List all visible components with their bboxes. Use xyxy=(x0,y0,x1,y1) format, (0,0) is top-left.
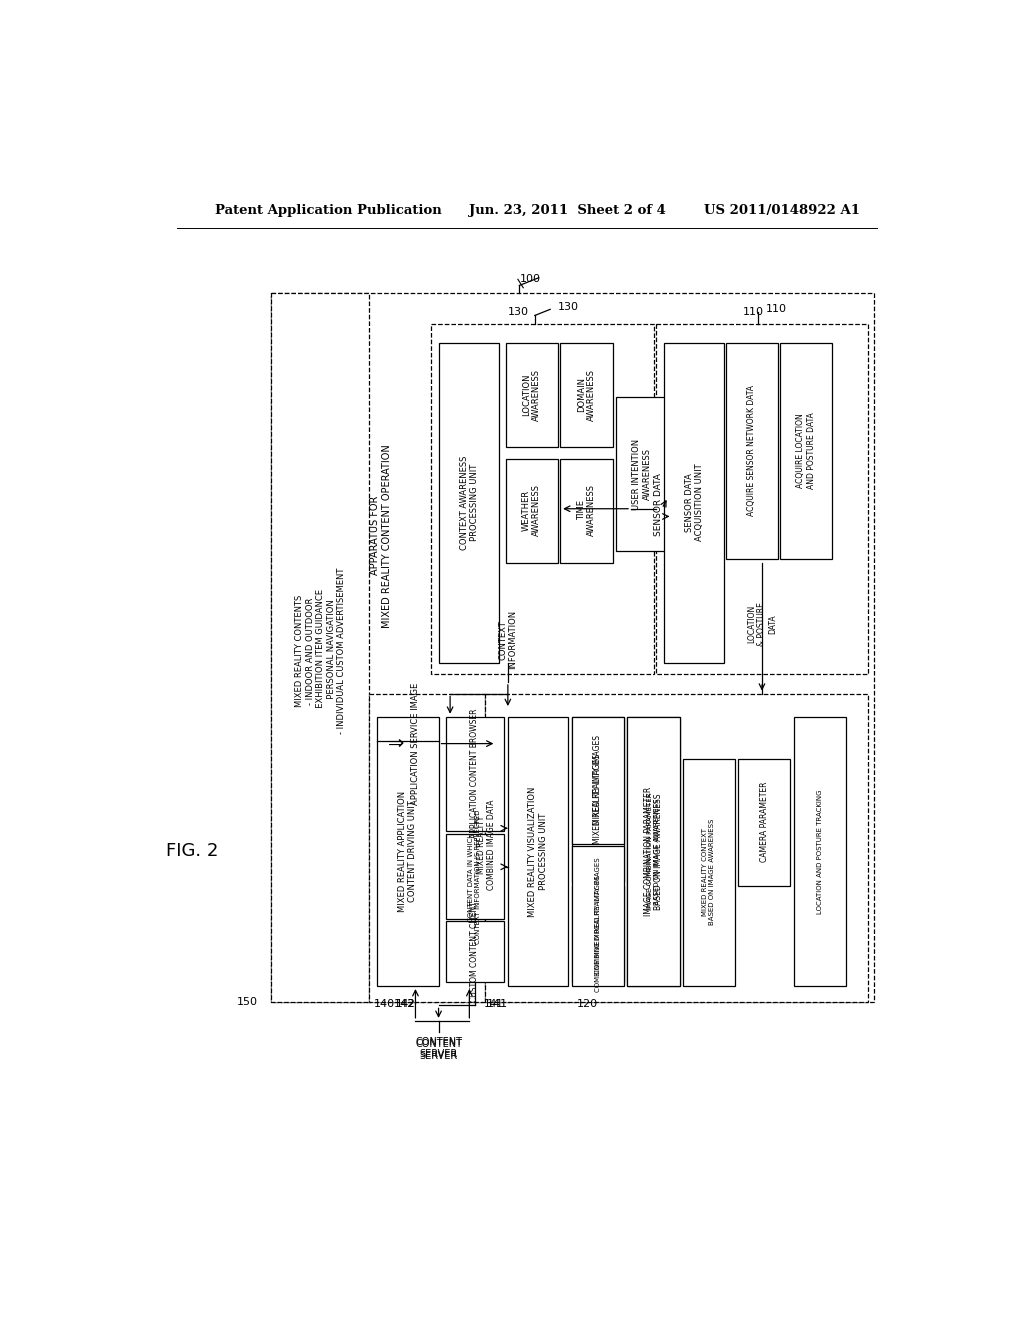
Text: CONTEXT
INFORMATION: CONTEXT INFORMATION xyxy=(498,610,517,669)
Text: COMBINE MIXED REALITY IMAGES: COMBINE MIXED REALITY IMAGES xyxy=(595,858,601,974)
Text: MIXED REALITY VISUALIZATION
PROCESSING UNIT: MIXED REALITY VISUALIZATION PROCESSING U… xyxy=(528,787,548,916)
Text: ACQUIRE SENSOR NETWORK DATA: ACQUIRE SENSOR NETWORK DATA xyxy=(748,385,757,516)
Text: US 2011/0148922 A1: US 2011/0148922 A1 xyxy=(705,205,860,218)
Bar xyxy=(446,921,504,982)
Bar xyxy=(683,759,735,986)
Text: 142: 142 xyxy=(394,999,416,1008)
Text: 142: 142 xyxy=(396,999,416,1008)
Bar xyxy=(506,343,558,447)
Bar xyxy=(377,717,438,986)
Text: APPLICATION CONTENT BROWSER: APPLICATION CONTENT BROWSER xyxy=(470,709,479,838)
Text: 141: 141 xyxy=(484,999,504,1008)
Text: CONTENT
SERVER: CONTENT SERVER xyxy=(415,1039,462,1061)
Bar xyxy=(571,886,625,982)
Text: WEATHER
AWARENESS: WEATHER AWARENESS xyxy=(522,484,542,536)
Bar xyxy=(628,717,680,986)
Text: ACQUIRE LOCATION
AND POSTURE DATA: ACQUIRE LOCATION AND POSTURE DATA xyxy=(796,413,815,490)
Text: TIME
AWARENESS: TIME AWARENESS xyxy=(577,484,596,536)
Text: 110: 110 xyxy=(742,308,764,317)
Text: COMBINE MIXED REALITY IMAGES: COMBINE MIXED REALITY IMAGES xyxy=(595,875,601,993)
Bar xyxy=(628,717,680,986)
Text: APPARATUS FOR
MIXED REALITY CONTENT OPERATION: APPARATUS FOR MIXED REALITY CONTENT OPER… xyxy=(370,444,391,627)
Bar xyxy=(446,834,504,919)
Bar xyxy=(484,693,868,1002)
Bar xyxy=(446,717,504,830)
Text: MIXED REALITY IMAGES: MIXED REALITY IMAGES xyxy=(594,735,602,825)
Bar xyxy=(560,459,612,562)
Text: 140: 140 xyxy=(374,999,395,1008)
Bar xyxy=(738,759,791,886)
Text: CONTENT DATA IN WHICH
CONTEXT INFORMATION IS REFLECTED: CONTENT DATA IN WHICH CONTEXT INFORMATIO… xyxy=(468,809,481,944)
Bar xyxy=(431,323,654,675)
Bar xyxy=(506,459,558,562)
Text: IMAGE COMBINATION PARAMETER
BASED ON IMAGE AWARENESS: IMAGE COMBINATION PARAMETER BASED ON IMA… xyxy=(647,792,659,911)
Text: FIG. 2: FIG. 2 xyxy=(166,842,218,861)
Bar xyxy=(508,717,568,986)
Bar xyxy=(726,343,778,558)
Text: MIXED REALITY APPLICATION
CONTENT DRIVING UNIT: MIXED REALITY APPLICATION CONTENT DRIVIN… xyxy=(398,791,418,912)
Bar xyxy=(571,846,625,986)
Text: SENSOR DATA
ACQUISITION UNIT: SENSOR DATA ACQUISITION UNIT xyxy=(684,463,703,541)
Text: 130: 130 xyxy=(508,308,528,317)
Text: CAMERA PARAMETER: CAMERA PARAMETER xyxy=(760,781,769,862)
Text: 100: 100 xyxy=(519,275,541,284)
Text: Patent Application Publication: Patent Application Publication xyxy=(215,205,442,218)
Text: 141: 141 xyxy=(486,999,508,1008)
Bar xyxy=(656,323,868,675)
Bar xyxy=(438,343,499,663)
Text: 150: 150 xyxy=(238,997,258,1007)
Bar xyxy=(571,717,625,843)
Text: MIXED REALITY IMAGES: MIXED REALITY IMAGES xyxy=(594,754,602,843)
Text: CONTEXT AWARENESS
PROCESSING UNIT: CONTEXT AWARENESS PROCESSING UNIT xyxy=(460,455,479,549)
Bar xyxy=(615,397,668,552)
Text: Jun. 23, 2011  Sheet 2 of 4: Jun. 23, 2011 Sheet 2 of 4 xyxy=(469,205,667,218)
Bar xyxy=(665,343,724,663)
Text: LOCATION AND POSTURE TRACKING: LOCATION AND POSTURE TRACKING xyxy=(817,789,822,913)
Text: MIXED REALITY
COMBINED IMAGE DATA: MIXED REALITY COMBINED IMAGE DATA xyxy=(476,800,496,891)
Bar xyxy=(271,293,370,1002)
Bar xyxy=(560,343,612,447)
Text: LOCATION
AWARENESS: LOCATION AWARENESS xyxy=(522,368,542,421)
Text: ⇒: ⇒ xyxy=(388,734,404,754)
Text: 130: 130 xyxy=(558,302,579,312)
Bar xyxy=(779,343,833,558)
Text: CONTENT
SERVER: CONTENT SERVER xyxy=(415,1038,462,1059)
Bar xyxy=(271,293,873,1002)
Text: MIXED REALITY CONTENTS
- INDOOR AND OUTDOOR
  EXHIBITION ITEM GUIDANCE
  PERSONA: MIXED REALITY CONTENTS - INDOOR AND OUTD… xyxy=(296,568,346,734)
Text: IMAGE COMBINATION PARAMETER
BASED ON IMAGE AWARENESS: IMAGE COMBINATION PARAMETER BASED ON IMA… xyxy=(644,787,664,916)
Bar xyxy=(370,693,484,1002)
Text: DOMAIN
AWARENESS: DOMAIN AWARENESS xyxy=(577,368,596,421)
Text: SENSOR DATA: SENSOR DATA xyxy=(653,474,663,536)
Text: 120: 120 xyxy=(578,999,598,1008)
Bar xyxy=(794,717,846,986)
Bar xyxy=(571,717,625,882)
Text: CUSTOM CONTENT CLIENT: CUSTOM CONTENT CLIENT xyxy=(470,902,479,1002)
Text: APPLICATION SERVICE IMAGE: APPLICATION SERVICE IMAGE xyxy=(411,682,420,805)
Text: 110: 110 xyxy=(766,305,786,314)
Text: USER INTENTION
AWARENESS: USER INTENTION AWARENESS xyxy=(632,438,651,510)
Text: LOCATION
& POSTURE
DATA: LOCATION & POSTURE DATA xyxy=(748,602,777,647)
Text: MIXED REALITY CONTEXT
BASED ON IMAGE AWARENESS: MIXED REALITY CONTEXT BASED ON IMAGE AWA… xyxy=(702,818,716,925)
